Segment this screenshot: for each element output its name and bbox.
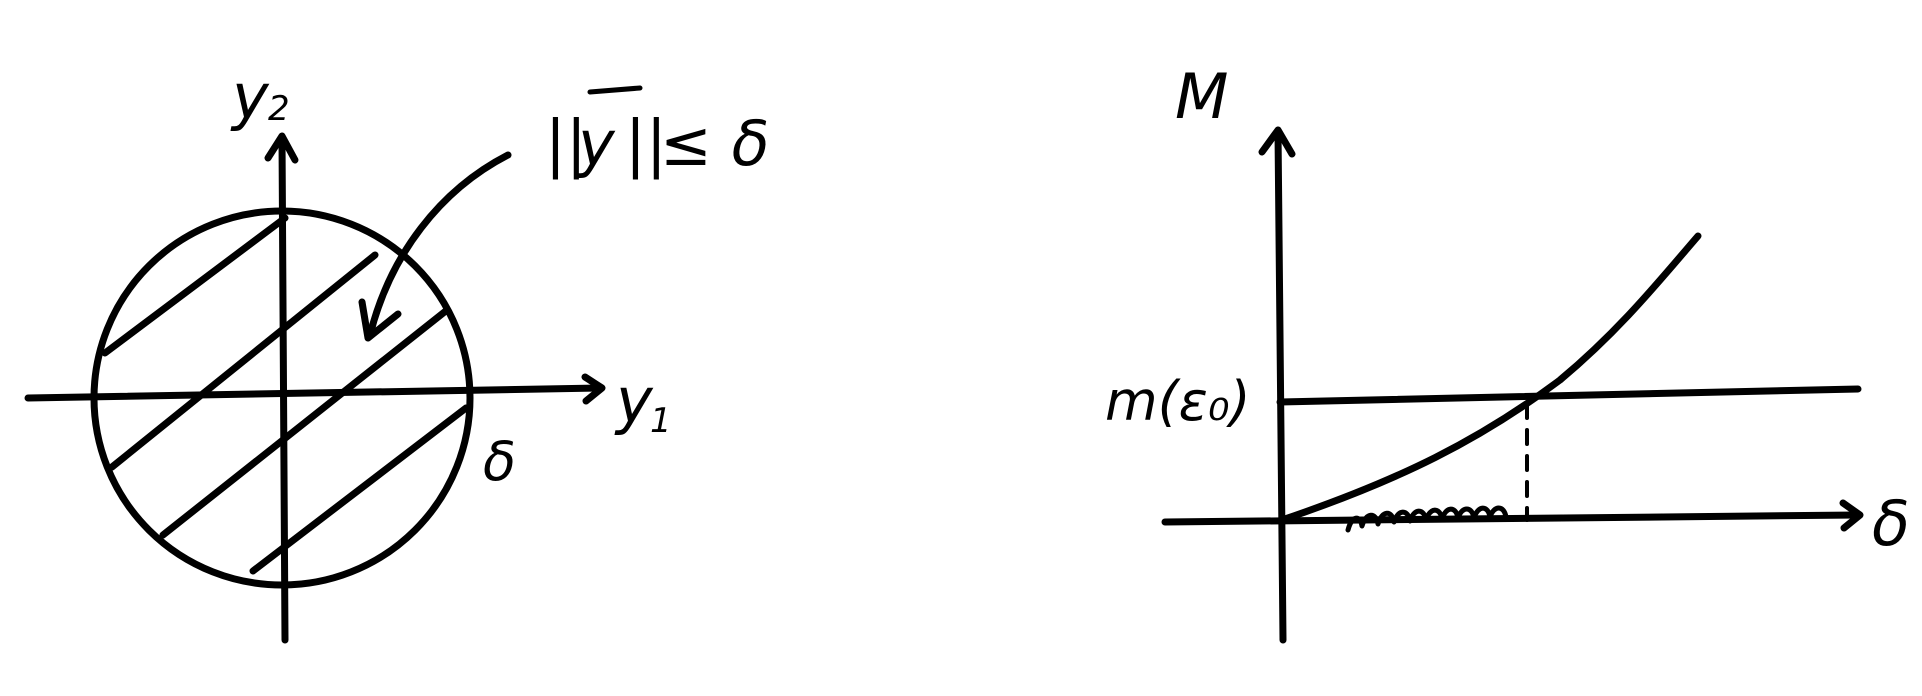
axis-y1-arrowhead — [581, 373, 606, 405]
axis-delta — [1161, 511, 1862, 526]
hatch-line-2 — [108, 251, 379, 471]
norm-relation: ≤ δ — [660, 107, 770, 180]
increasing-curve — [1278, 232, 1702, 524]
ball-hatching — [101, 214, 470, 575]
stability-ball-diagram: y 2 y 1 δ || y || ≤ δ — [24, 60, 770, 644]
level-line — [1276, 385, 1862, 406]
hatch-line-1 — [101, 214, 289, 357]
norm-close-bars: || — [625, 107, 667, 181]
norm-annotation: || y || ≤ δ — [545, 85, 770, 181]
axis-y2-label: y — [230, 60, 270, 133]
hatch-line-3 — [159, 306, 451, 539]
annotation-pointer-arrowhead — [358, 298, 402, 342]
vector-arrow-bar — [587, 85, 643, 95]
admissible-interval-squiggle — [1345, 505, 1509, 533]
m-of-delta-diagram: M δ m(ε₀) — [1105, 60, 1910, 644]
radius-label: δ — [483, 430, 516, 493]
hatch-line-4 — [249, 404, 470, 575]
axis-M-arrowhead — [1258, 126, 1296, 158]
axis-y1 — [24, 384, 604, 402]
axis-y1-subscript: 1 — [650, 401, 672, 441]
axis-M-label: M — [1175, 60, 1229, 133]
axis-y2-arrowhead — [264, 132, 299, 164]
axis-y2-subscript: 2 — [268, 89, 290, 129]
axis-delta-arrowhead — [1839, 499, 1864, 532]
axis-delta-label: δ — [1872, 487, 1910, 560]
norm-vector-symbol: y — [576, 107, 616, 180]
norm-open-bars: || — [545, 107, 587, 181]
axis-y2 — [278, 134, 289, 644]
level-label: m(ε₀) — [1105, 370, 1251, 433]
annotation-pointer-arrow — [366, 151, 512, 339]
axis-M — [1274, 128, 1287, 644]
axis-y1-label: y — [614, 364, 654, 437]
